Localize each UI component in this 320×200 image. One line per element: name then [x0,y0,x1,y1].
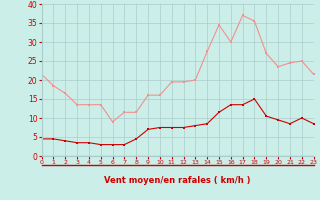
X-axis label: Vent moyen/en rafales ( km/h ): Vent moyen/en rafales ( km/h ) [104,176,251,185]
